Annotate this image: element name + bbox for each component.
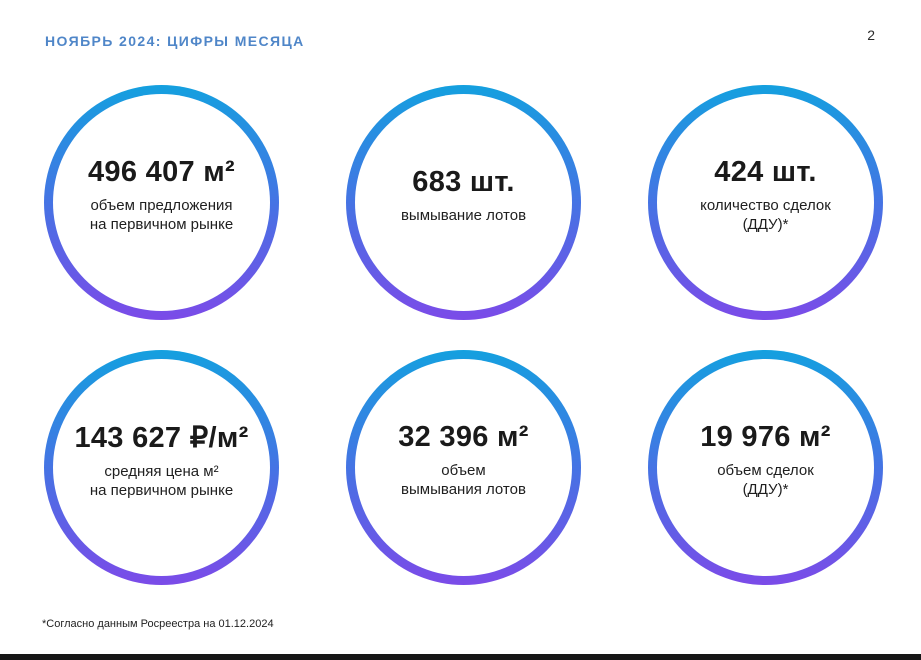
stat-text: 19 976 м² объем сделок (ДДУ)* (700, 421, 831, 500)
stat-label: объем предложения на первичном рынке (89, 197, 234, 233)
stat-circle-lots-washout-volume: 32 396 м² объем вымывания лотов (346, 350, 581, 585)
stat-text: 496 407 м² объем предложения на первично… (88, 156, 235, 235)
stat-circle-inner: 496 407 м² объем предложения на первично… (53, 94, 270, 311)
stat-value: 19 976 м² (700, 421, 831, 454)
stat-circle-lots-washout-count: 683 шт. вымывание лотов (346, 85, 581, 320)
stat-text: 424 шт. количество сделок (ДДУ)* (700, 156, 831, 235)
footnote: *Согласно данным Росреестра на 01.12.202… (42, 618, 274, 630)
stat-value: 496 407 м² (88, 156, 235, 189)
stat-value: 424 шт. (714, 156, 817, 189)
stat-circle-inner: 683 шт. вымывание лотов (355, 94, 572, 311)
stat-label: объем сделок (ДДУ)* (717, 462, 814, 498)
stat-circle-average-price: 143 627 ₽/м² средняя цена м² на первично… (44, 350, 279, 585)
stat-label: вымывание лотов (400, 206, 527, 224)
stat-text: 683 шт. вымывание лотов (401, 166, 526, 226)
stat-text: 32 396 м² объем вымывания лотов (398, 421, 529, 500)
slide-title: НОЯБРЬ 2024: ЦИФРЫ МЕСЯЦА (45, 33, 305, 49)
stat-value: 683 шт. (412, 165, 515, 198)
stat-circle-deals-volume: 19 976 м² объем сделок (ДДУ)* (648, 350, 883, 585)
stat-text: 143 627 ₽/м² средняя цена м² на первично… (74, 420, 248, 501)
stat-value: 32 396 м² (398, 421, 529, 454)
bottom-bar (0, 654, 921, 660)
stat-label: средняя цена м² на первичном рынке (89, 463, 234, 499)
page-number: 2 (867, 27, 875, 43)
stat-circle-inner: 19 976 м² объем сделок (ДДУ)* (657, 359, 874, 576)
stats-grid: 496 407 м² объем предложения на первично… (44, 85, 883, 585)
stat-circle-supply-volume: 496 407 м² объем предложения на первично… (44, 85, 279, 320)
stat-circle-inner: 424 шт. количество сделок (ДДУ)* (657, 94, 874, 311)
stat-value: 143 627 ₽/м² (74, 422, 249, 455)
stat-label: объем вымывания лотов (401, 462, 526, 498)
stat-label: количество сделок (ДДУ)* (700, 197, 831, 233)
stat-circle-inner: 143 627 ₽/м² средняя цена м² на первично… (53, 359, 270, 576)
stat-circle-inner: 32 396 м² объем вымывания лотов (355, 359, 572, 576)
stat-circle-deals-count: 424 шт. количество сделок (ДДУ)* (648, 85, 883, 320)
